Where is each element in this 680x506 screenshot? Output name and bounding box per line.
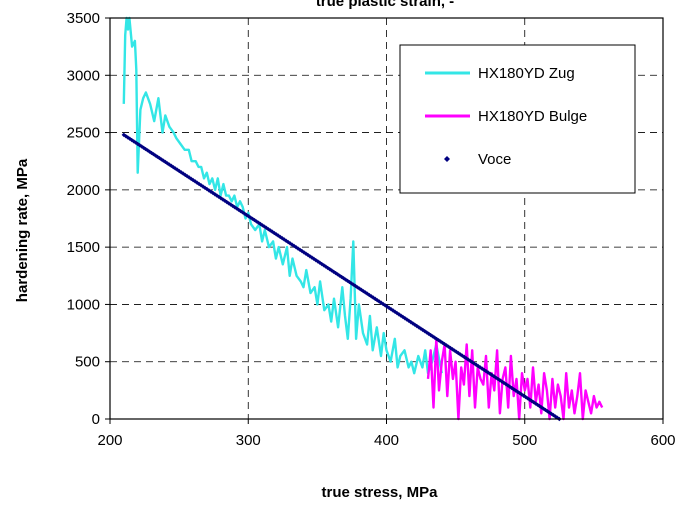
voce-point bbox=[511, 387, 516, 392]
x-axis-title: true stress, MPa bbox=[322, 484, 439, 501]
voce-point bbox=[121, 132, 127, 138]
series-layer bbox=[121, 16, 604, 422]
x-tick-label: 600 bbox=[650, 432, 675, 449]
x-tick-label: 300 bbox=[236, 432, 261, 449]
voce-point bbox=[525, 396, 530, 401]
voce-point bbox=[250, 216, 255, 222]
x-tick-label: 200 bbox=[97, 432, 122, 449]
voce-point bbox=[515, 389, 520, 395]
voce-point bbox=[216, 194, 222, 200]
y-tick-label: 1500 bbox=[67, 239, 100, 256]
voce-point bbox=[521, 393, 526, 398]
voce-point bbox=[252, 217, 257, 223]
y-tick-label: 1000 bbox=[67, 296, 100, 313]
voce-point bbox=[125, 135, 130, 140]
voce-point bbox=[281, 237, 287, 242]
y-tick-label: 3000 bbox=[67, 67, 100, 84]
legend-label: HX180YD Bulge bbox=[478, 108, 587, 125]
series-markers-voce bbox=[121, 132, 562, 422]
voce-point bbox=[248, 215, 253, 220]
top-axis-title: true plastic strain, - bbox=[316, 0, 454, 10]
voce-point bbox=[529, 398, 534, 404]
voce-point bbox=[149, 150, 154, 156]
series-line-hx180yd-bulge bbox=[426, 337, 604, 421]
voce-point bbox=[523, 394, 528, 400]
voce-point bbox=[517, 390, 522, 396]
y-tick-label: 3500 bbox=[67, 10, 100, 27]
voce-point bbox=[123, 133, 129, 139]
legend-box bbox=[399, 44, 636, 194]
voce-point bbox=[153, 153, 158, 158]
voce-point bbox=[218, 195, 224, 201]
voce-point bbox=[513, 388, 518, 393]
y-tick-label: 2500 bbox=[67, 125, 100, 142]
voce-point bbox=[531, 400, 536, 405]
voce-point bbox=[181, 171, 186, 176]
voce-point bbox=[541, 406, 546, 411]
x-tick-label: 400 bbox=[374, 432, 399, 449]
voce-point bbox=[133, 140, 138, 145]
voce-point bbox=[278, 234, 283, 240]
y-tick-label: 0 bbox=[92, 411, 100, 428]
y-axis-title: hardening rate, MPa bbox=[14, 158, 31, 302]
legend-label: Voce bbox=[478, 151, 511, 168]
legend-label: HX180YD Zug bbox=[478, 65, 575, 82]
voce-point bbox=[543, 407, 548, 413]
voce-point bbox=[214, 193, 220, 198]
x-tick-label: 500 bbox=[512, 432, 537, 449]
legend-swatch bbox=[444, 156, 450, 162]
series-line-hx180yd-zug bbox=[122, 16, 443, 375]
voce-point bbox=[279, 235, 285, 241]
voce-point bbox=[527, 397, 532, 402]
voce-point bbox=[545, 409, 550, 414]
voce-point bbox=[165, 161, 170, 166]
legend: HX180YD Zug HX180YD Bulge Voce bbox=[399, 44, 636, 194]
axis-ticks: 200 300 400 500 600 0 500 1000 1500 2000 2500 3000 3… bbox=[67, 10, 676, 449]
voce-point bbox=[182, 172, 188, 178]
voce-point bbox=[519, 392, 524, 397]
voce-point bbox=[151, 152, 156, 157]
y-tick-label: 2000 bbox=[67, 182, 100, 199]
y-tick-label: 500 bbox=[75, 354, 100, 371]
voce-point bbox=[184, 173, 190, 179]
